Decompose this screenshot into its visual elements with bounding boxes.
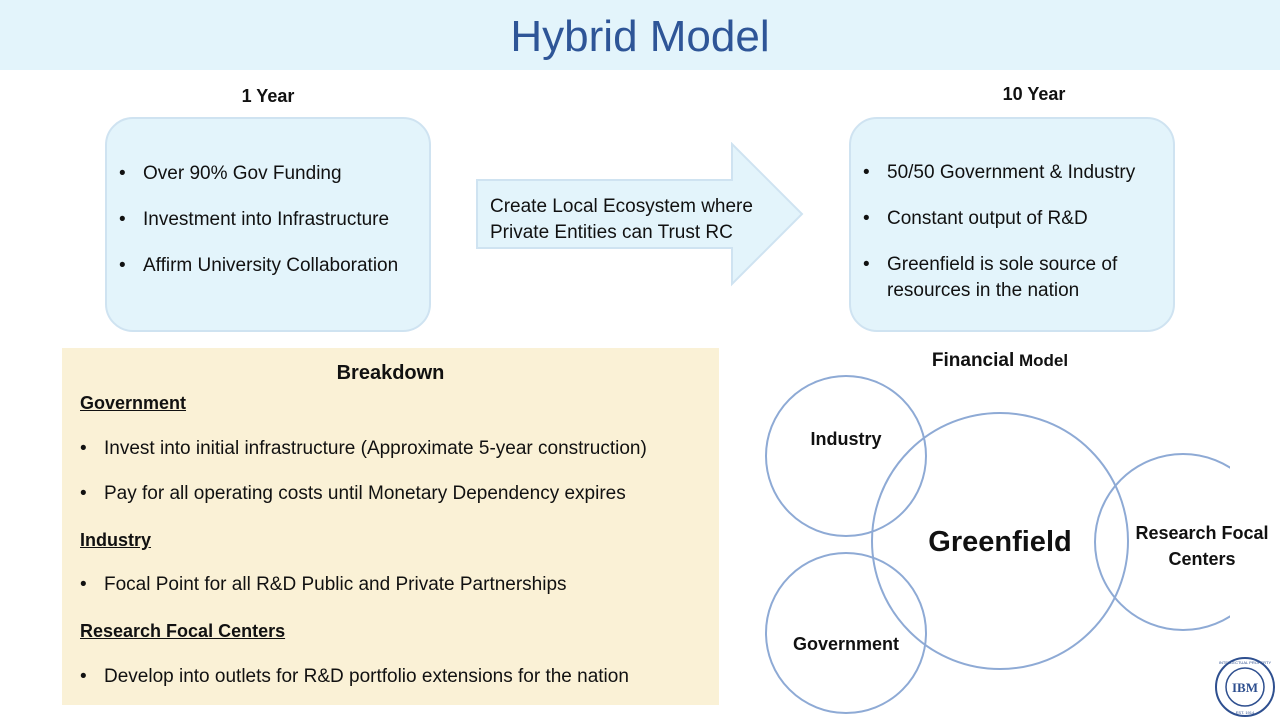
title-band [0,0,1280,70]
year1-card: • Over 90% Gov Funding • Investment into I… [105,117,431,332]
right-arrow-shape [476,142,804,287]
breakdown-panel: Breakdown Government • Invest into initia… [62,348,719,705]
year1-item: • Over 90% Gov Funding [119,163,342,184]
year10-card: • 50/50 Government & Industry • Constant o… [849,117,1175,332]
research-label: Research Focal Centers [1135,523,1269,569]
venn-diagram [765,375,1230,714]
year10-item: • 50/50 Government & Industry [863,162,1136,183]
svg-text:INTELLECTUAL PROPERTY: INTELLECTUAL PROPERTY [1219,660,1272,665]
industry-item: • Focal Point for all R&D Public and Priv… [80,574,567,595]
industry-heading: Industry [80,530,152,550]
svg-text:IBM: IBM [1232,680,1258,695]
greenfield-label: Greenfield [928,526,1072,558]
greenfield-circle [871,412,1129,670]
research-circle [1094,453,1230,631]
ibm-seal-logo: IBM INTELLECTUAL PROPERTY EST. 1914 [1215,657,1275,717]
government-item: • Pay for all operating costs until Monet… [80,483,626,504]
arrow-text: Create Local Ecosystem where Private Ent… [490,196,753,243]
page-title: Hybrid Model [510,12,770,61]
government-heading: Government [80,393,187,413]
research-item: • Develop into outlets for R&D portfolio … [80,666,629,687]
year10-item: • Constant output of R&D [863,208,1088,229]
year10-heading: 10 Year [1002,84,1066,104]
year1-heading: 1 Year [241,86,295,106]
svg-text:EST. 1914: EST. 1914 [1236,710,1255,715]
government-label: Government [792,634,900,654]
research-heading: Research Focal Centers [80,621,286,641]
industry-circle [765,375,927,537]
financial-model-title: Financial Model [931,350,1069,371]
government-circle [765,552,927,714]
breakdown-title: Breakdown [336,362,445,384]
government-item: • Invest into initial infrastructure (App… [80,438,647,459]
year1-item: • Affirm University Collaboration [119,255,399,276]
year10-item: • Greenfield is sole source of resources i… [863,254,1118,301]
industry-label: Industry [810,429,882,449]
year1-item: • Investment into Infrastructure [119,209,390,230]
